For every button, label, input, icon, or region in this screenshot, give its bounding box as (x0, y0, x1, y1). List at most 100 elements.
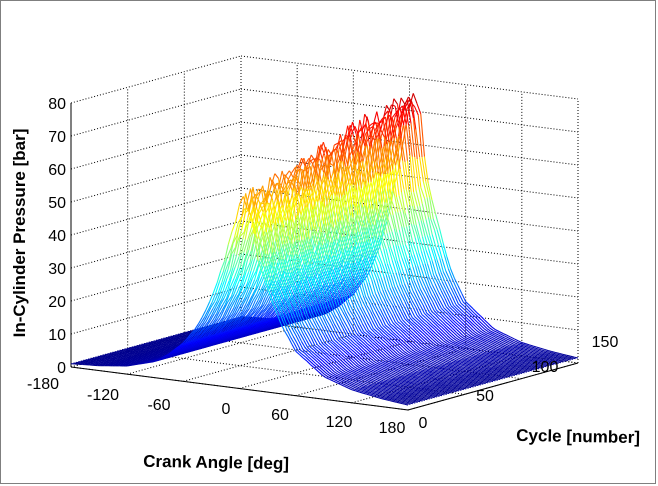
surface-segment (480, 353, 485, 356)
surface-segment (559, 356, 564, 359)
surface-segment (548, 361, 553, 364)
surface-segment (349, 125, 355, 138)
surface-segment (428, 344, 433, 348)
surface-segment (533, 354, 538, 357)
surface-segment (482, 376, 487, 379)
surface-segment (552, 352, 557, 355)
surface-segment (540, 365, 545, 368)
surface-segment (432, 387, 437, 390)
surface-segment (438, 348, 443, 351)
surface-segment (472, 366, 477, 369)
surface-segment (396, 197, 401, 212)
surface-segment (458, 378, 463, 381)
surface-segment (490, 377, 495, 380)
surface-segment (461, 385, 466, 388)
surface-segment (462, 334, 467, 339)
surface-segment (374, 203, 380, 221)
surface-segment (416, 206, 422, 221)
surface-segment (445, 365, 450, 368)
surface-segment (473, 372, 478, 375)
surface-segment (444, 376, 449, 379)
surface-segment (504, 366, 509, 369)
surface-segment (515, 340, 520, 344)
surface-segment (521, 346, 526, 349)
surface-segment (265, 326, 270, 330)
surface-segment (359, 137, 364, 155)
surface-segment (488, 364, 493, 367)
surface-segment (444, 311, 450, 317)
surface-segment (451, 361, 456, 364)
surface-segment (471, 313, 477, 318)
surface-segment (385, 147, 391, 172)
surface-segment (435, 214, 440, 229)
surface-segment (451, 388, 456, 391)
surface-segment (489, 361, 494, 365)
surface-segment (491, 375, 496, 378)
surface-segment (437, 345, 442, 349)
surface-segment (512, 353, 517, 356)
surface-segment (361, 160, 367, 187)
surface-segment (435, 274, 441, 283)
surface-segment (472, 308, 478, 314)
surface-segment (449, 310, 455, 316)
gridline-backwall-z (70, 154, 242, 203)
surface-segment (520, 367, 525, 370)
surface-segment (456, 332, 461, 337)
surface-segment (484, 377, 489, 380)
surface-segment (524, 349, 529, 353)
surface-segment (484, 354, 489, 357)
surface-segment (411, 374, 416, 378)
surface-segment (439, 388, 444, 391)
surface-segment (398, 127, 404, 161)
surface-segment (470, 318, 476, 324)
surface-segment (525, 343, 530, 346)
surface-segment (478, 351, 484, 354)
surface-segment (501, 376, 506, 379)
surface-segment (481, 370, 486, 373)
surface-segment (506, 352, 511, 356)
surface-segment (475, 316, 480, 322)
surface-segment (362, 215, 368, 232)
surface-segment (509, 360, 514, 363)
surface-segment (378, 362, 384, 365)
surface-segment (435, 348, 441, 352)
surface-segment (483, 332, 488, 336)
surface-segment (409, 326, 415, 331)
surface-segment (424, 388, 429, 391)
surface-segment (474, 365, 479, 369)
surface-segment (553, 360, 558, 363)
surface-segment (487, 340, 492, 344)
surface-segment (477, 365, 482, 368)
surface-segment (452, 390, 457, 393)
surface-segment (396, 232, 402, 246)
surface-segment (437, 374, 442, 377)
surface-segment (436, 319, 441, 324)
surface-segment (388, 197, 394, 216)
surface-segment (440, 375, 445, 378)
surface-segment (427, 354, 432, 357)
surface-segment (432, 324, 438, 329)
surface-segment (445, 346, 450, 349)
surface-segment (431, 382, 436, 385)
surface-segment (420, 305, 425, 314)
surface-segment (475, 381, 480, 384)
surface-segment (507, 373, 512, 376)
surface-segment (414, 325, 420, 330)
surface-segment (434, 258, 440, 273)
surface-segment (488, 360, 493, 363)
surface-segment (433, 293, 439, 302)
surface-segment (442, 385, 447, 388)
surface-segment (482, 352, 487, 356)
surface-segment (440, 242, 446, 256)
surface-segment (360, 149, 365, 163)
surface-segment (430, 325, 435, 330)
surface-segment (445, 369, 450, 372)
surface-segment (492, 338, 497, 342)
surface-segment (415, 329, 421, 334)
surface-segment (435, 391, 440, 394)
surface-segment (442, 366, 447, 369)
surface-segment (390, 296, 396, 306)
surface-segment (429, 321, 434, 326)
surface-segment (435, 387, 440, 390)
surface-segment (275, 324, 281, 328)
